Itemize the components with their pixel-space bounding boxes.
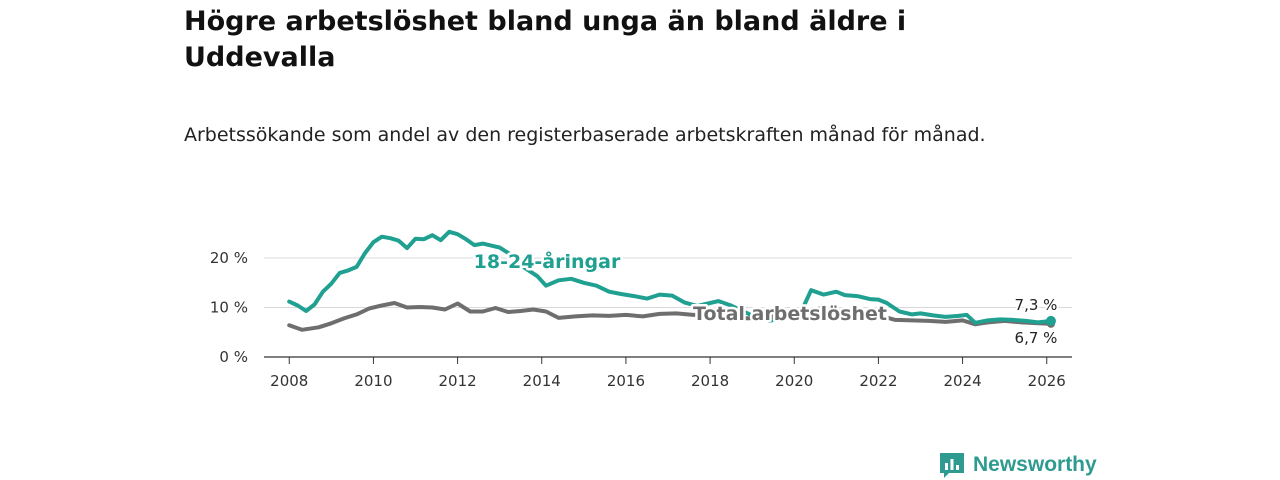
x-tick-label: 2020 <box>775 372 813 390</box>
x-tick-label: 2008 <box>270 372 308 390</box>
x-tick-label: 2010 <box>354 372 392 390</box>
x-tick-label: 2022 <box>859 372 897 390</box>
line-chart: 0 % 10 % 20 % 2008 2010 2012 2014 2016 2018 2020 2… <box>210 229 1072 390</box>
series-label-youth: 18-24-åringar <box>474 249 621 273</box>
x-tick-label: 2016 <box>607 372 645 390</box>
end-point-youth <box>1045 315 1056 326</box>
end-label-total: 6,7 % <box>1015 329 1058 347</box>
x-tick-label: 2024 <box>943 372 981 390</box>
newsworthy-logo: Newsworthy <box>937 450 1097 480</box>
y-tick-label: 20 % <box>210 249 248 267</box>
y-tick-label: 0 % <box>219 348 248 366</box>
end-label-youth: 7,3 % <box>1015 296 1058 314</box>
x-tick-label: 2026 <box>1028 372 1066 390</box>
series-line-total <box>287 301 1053 332</box>
series-label-total: Total arbetslöshet <box>693 303 887 325</box>
chart-subtitle: Arbetssökande som andel av den registerb… <box>184 124 986 146</box>
y-tick-label: 10 % <box>210 299 248 317</box>
brand-name: Newsworthy <box>973 453 1097 476</box>
chart-title: Högre arbetslöshet bland unga än bland ä… <box>184 6 907 73</box>
x-tick-label: 2014 <box>523 372 561 390</box>
x-tick-label: 2018 <box>691 372 729 390</box>
x-tick-label: 2012 <box>438 372 476 390</box>
newsworthy-logo-icon <box>940 453 964 478</box>
series-line-youth <box>287 229 1053 325</box>
